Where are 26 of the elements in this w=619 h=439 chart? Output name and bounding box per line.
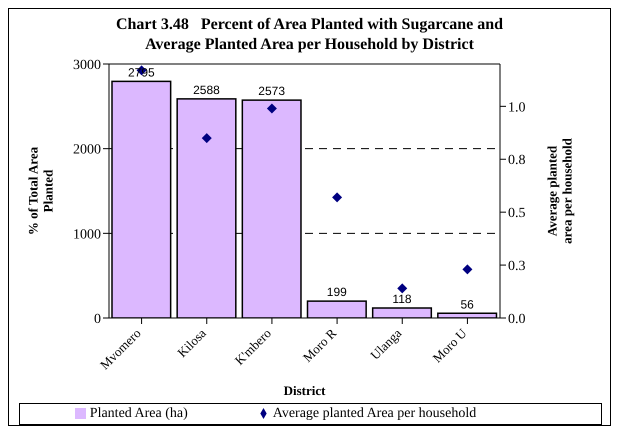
point: [332, 192, 342, 202]
point: [462, 264, 472, 274]
legend-label: Average planted Area per household: [272, 406, 476, 421]
data-label: 2573: [258, 84, 286, 98]
chart-title: Chart 3.48 Percent of Area Planted with Sugarcane and Average Planted Area per Household by District: [114, 15, 504, 55]
y2-tick-label: 0.5: [508, 206, 526, 222]
x-axis-title: District: [284, 383, 326, 398]
y-tick-label: 3000: [73, 58, 101, 73]
y-tick-label: 0: [94, 312, 101, 327]
data-label: 199: [326, 285, 348, 300]
legend-label: Planted Area (ha): [90, 406, 188, 421]
data-label: 56: [460, 297, 474, 312]
point: [266, 103, 277, 114]
y2-tick-label: 1.0: [508, 100, 526, 116]
y2-tick-label: 0.0: [508, 312, 526, 327]
data-label: 2795: [128, 65, 155, 80]
data-label: 2588: [193, 82, 220, 97]
y2-axis-title: Average planted area per household: [544, 137, 574, 244]
y-tick-label: 1000: [73, 227, 101, 242]
y-tick-label: 2000: [73, 142, 101, 158]
y-axis-title: % of Total Area Planted: [26, 146, 56, 236]
point: [397, 283, 408, 294]
y2-tick-label: 0.3: [508, 259, 526, 274]
y2-tick-label: 0.8: [508, 153, 526, 168]
point: [202, 133, 212, 144]
data-label: 118: [392, 292, 412, 306]
